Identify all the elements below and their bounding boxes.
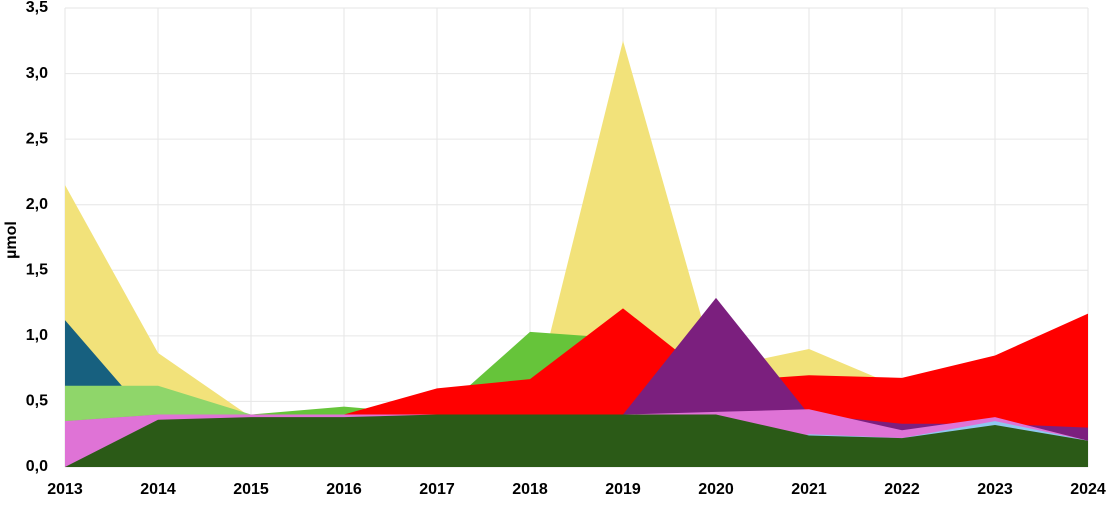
y-tick-label: 1,0	[26, 327, 48, 344]
x-tick-label: 2015	[233, 481, 269, 498]
x-tick-label: 2017	[419, 481, 455, 498]
y-axis-label: µmol	[3, 221, 20, 259]
x-tick-label: 2016	[326, 481, 362, 498]
y-tick-label: 0,5	[26, 393, 48, 410]
area	[65, 414, 1088, 467]
x-tick-label: 2024	[1070, 481, 1106, 498]
y-tick-label: 3,5	[26, 0, 48, 16]
x-tick-label: 2018	[512, 481, 548, 498]
y-tick-label: 0,0	[26, 458, 48, 475]
area	[65, 40, 1088, 468]
x-tick-label: 2019	[605, 481, 641, 498]
y-tick-label: 2,0	[26, 196, 48, 213]
x-tick-label: 2013	[47, 481, 83, 498]
x-tick-label: 2021	[791, 481, 827, 498]
x-tick-label: 2022	[884, 481, 920, 498]
y-tick-label: 1,5	[26, 262, 48, 279]
y-tick-label: 2,5	[26, 130, 48, 147]
y-tick-label: 3,0	[26, 65, 48, 82]
x-tick-label: 2023	[977, 481, 1013, 498]
x-tick-label: 2020	[698, 481, 734, 498]
x-tick-label: 2014	[140, 481, 176, 498]
